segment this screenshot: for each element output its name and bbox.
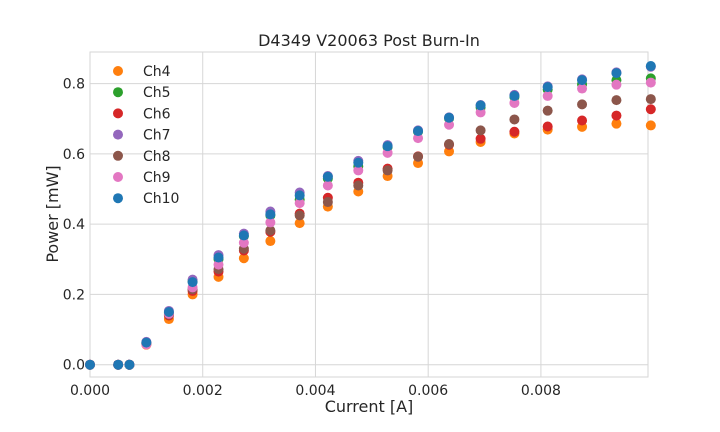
data-point <box>265 209 276 220</box>
data-point <box>577 83 588 94</box>
legend-label: Ch9 <box>143 170 171 186</box>
x-tick-label: 0.000 <box>70 383 110 399</box>
data-point <box>322 180 333 191</box>
y-tick-label: 0.0 <box>63 358 85 374</box>
data-point <box>542 90 553 101</box>
data-point <box>213 252 224 263</box>
data-point <box>265 217 276 228</box>
series-ch10 <box>85 61 656 370</box>
data-point <box>645 120 656 131</box>
data-point <box>238 237 249 248</box>
x-tick-label: 0.008 <box>521 383 561 399</box>
legend-marker <box>113 193 123 204</box>
data-point <box>577 75 588 86</box>
y-tick-label: 0.8 <box>63 77 85 93</box>
data-point <box>294 198 305 209</box>
data-point <box>353 180 364 191</box>
data-point <box>265 236 276 247</box>
legend-label: Ch5 <box>143 85 171 101</box>
legend-label: Ch7 <box>143 128 171 144</box>
legend-label: Ch10 <box>143 191 179 207</box>
data-point <box>413 151 424 162</box>
data-point <box>213 259 224 270</box>
y-tick-label: 0.2 <box>63 287 85 303</box>
x-axis-title: Current [A] <box>325 397 414 416</box>
x-tick-label: 0.006 <box>408 383 448 399</box>
data-point <box>113 359 124 370</box>
data-point <box>124 359 135 370</box>
data-point <box>382 165 393 176</box>
data-point <box>413 126 424 137</box>
data-point <box>294 210 305 221</box>
data-point <box>577 115 588 126</box>
plot-frame <box>89 51 649 378</box>
legend-label: Ch6 <box>143 106 171 122</box>
y-tick-label: 0.6 <box>63 147 85 163</box>
data-point <box>322 171 333 182</box>
data-point <box>238 230 249 241</box>
x-tick-labels: 0.000 0.002 0.004 0.006 0.008 <box>70 383 561 399</box>
data-point <box>444 139 455 150</box>
data-point <box>645 104 656 115</box>
legend-marker <box>113 150 123 161</box>
grid-lines <box>90 52 648 377</box>
data-point <box>413 133 424 144</box>
legend: Ch4 Ch5 Ch6 Ch7 Ch8 Ch9 Ch10 <box>113 64 179 207</box>
legend-marker <box>113 172 123 182</box>
data-point <box>475 100 486 111</box>
x-tick-label: 0.002 <box>183 383 223 399</box>
data-point <box>542 121 553 132</box>
data-point <box>265 225 276 236</box>
data-point <box>444 112 455 123</box>
data-point <box>294 218 305 229</box>
data-point <box>611 68 622 79</box>
data-point <box>187 277 198 288</box>
data-point <box>85 359 95 370</box>
data-point <box>382 141 393 152</box>
plot-background <box>90 52 648 377</box>
data-point <box>611 118 622 129</box>
data-point <box>542 82 553 93</box>
x-tick-label: 0.004 <box>295 383 335 399</box>
data-point <box>475 125 486 136</box>
chart-title: D4349 V20063 Post Burn-In <box>258 31 480 50</box>
data-point <box>611 95 622 106</box>
data-point <box>509 90 520 101</box>
legend-label: Ch4 <box>143 64 171 80</box>
data-point <box>611 79 622 90</box>
data-point <box>353 165 364 176</box>
data-point <box>542 105 553 116</box>
data-point <box>475 107 486 118</box>
data-point <box>645 94 656 105</box>
data-points <box>85 61 656 370</box>
data-point <box>611 110 622 121</box>
data-point <box>509 97 520 108</box>
y-tick-labels: 0.0 0.2 0.4 0.6 0.8 <box>63 77 85 374</box>
y-axis-title: Power [mW] <box>43 165 62 262</box>
legend-marker <box>113 108 123 119</box>
data-point <box>645 77 656 88</box>
data-point <box>509 114 520 125</box>
data-point <box>141 337 152 348</box>
data-point <box>238 253 249 264</box>
y-tick-label: 0.4 <box>63 217 85 233</box>
data-point <box>475 133 486 144</box>
data-point <box>163 307 174 317</box>
legend-marker <box>113 87 123 98</box>
data-point <box>645 61 656 72</box>
legend-marker <box>113 66 123 76</box>
data-point <box>322 197 333 208</box>
data-point <box>353 157 364 168</box>
data-point <box>294 190 305 201</box>
data-point <box>444 119 455 130</box>
legend-label: Ch8 <box>143 149 171 165</box>
legend-marker <box>113 129 123 140</box>
data-point <box>577 99 588 110</box>
data-point <box>509 126 520 137</box>
